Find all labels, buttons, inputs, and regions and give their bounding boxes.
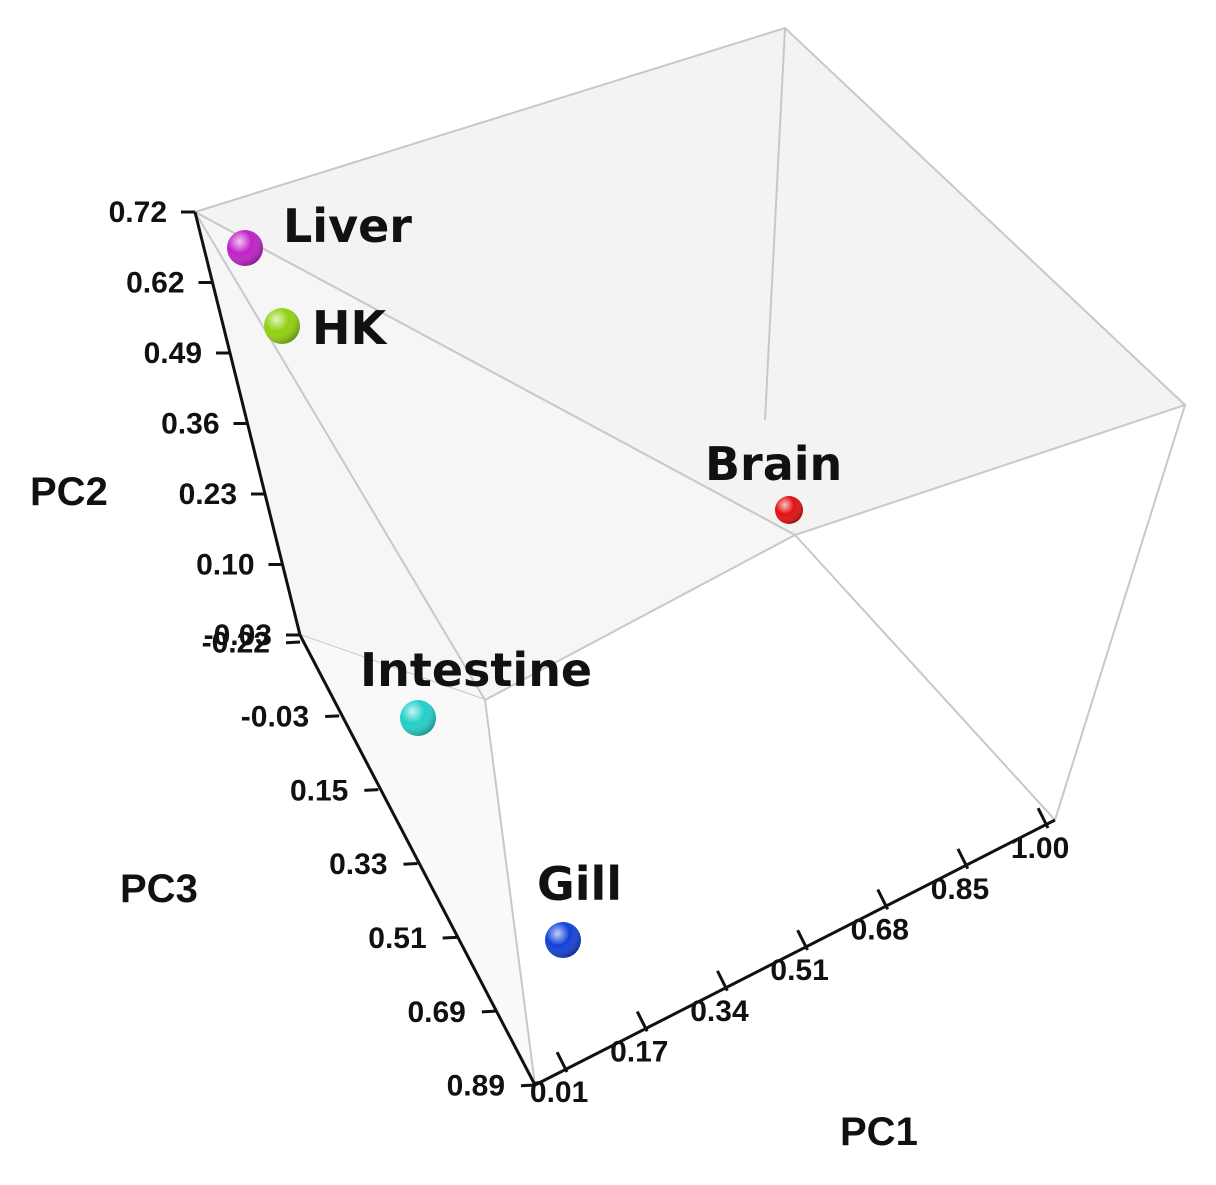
z-axis-tick <box>442 935 457 940</box>
point-gill: Gill <box>537 857 622 958</box>
plot-box <box>192 26 1187 1087</box>
x-axis-tick-label: 0.01 <box>530 1076 588 1109</box>
point-shading-hk <box>264 308 300 344</box>
z-axis-tick <box>520 1083 536 1088</box>
axis-ticks: -0.030.100.230.360.490.620.72-0.22-0.030… <box>109 196 1070 1109</box>
z-axis-title: PC3 <box>120 867 198 911</box>
y-axis-tick-label: 0.49 <box>144 337 202 370</box>
z-axis-line <box>298 634 537 1086</box>
x-axis-tick-label: 1.00 <box>1011 832 1069 865</box>
x-axis-tick <box>876 888 890 911</box>
z-axis-tick-label: 0.15 <box>290 774 348 807</box>
x-axis-tick-label: 0.51 <box>770 954 828 987</box>
x-axis-tick <box>716 970 729 992</box>
x-axis-tick-label: 0.17 <box>610 1036 668 1069</box>
point-brain: Brain <box>705 437 842 524</box>
box-edge <box>764 27 786 421</box>
z-axis-tick <box>481 1009 496 1014</box>
x-axis-tick-label: 0.34 <box>690 995 749 1028</box>
y-axis-tick-label: -0.03 <box>204 619 272 652</box>
x-axis-tick-label: 0.85 <box>931 873 989 906</box>
z-axis-tick <box>285 640 301 645</box>
point-label-intestine: Intestine <box>360 643 592 697</box>
x-axis-tick <box>555 1051 569 1073</box>
x-axis-tick <box>635 1010 649 1033</box>
z-axis-tick <box>364 788 379 792</box>
point-shading-gill <box>545 922 581 958</box>
point-liver: Liver <box>227 199 412 266</box>
x-axis-title: PC1 <box>840 1110 918 1154</box>
z-axis-tick <box>325 714 340 719</box>
point-intestine: Intestine <box>360 643 592 736</box>
x-axis-tick <box>796 929 809 951</box>
data-points: Liver HK Brain Intestine Gill <box>227 199 842 958</box>
point-label-gill: Gill <box>537 857 622 911</box>
x-axis-tick-label: 0.68 <box>851 914 909 947</box>
y-axis-tick-label: 0.36 <box>161 408 219 441</box>
y-axis-tick-label: 0.10 <box>196 549 254 582</box>
z-axis-tick-label: -0.22 <box>202 627 270 660</box>
z-axis-tick-label: 0.51 <box>368 922 426 955</box>
x-axis-tick <box>956 848 970 870</box>
z-axis-tick-label: -0.03 <box>241 701 309 734</box>
box-edge <box>484 699 536 1086</box>
box-edge <box>194 211 486 701</box>
point-label-hk: HK <box>312 301 388 355</box>
point-shading-liver <box>227 230 263 266</box>
x-axis-line <box>534 818 1056 1087</box>
y-axis-tick-label: 0.23 <box>179 478 237 511</box>
point-label-liver: Liver <box>283 199 412 253</box>
point-hk: HK <box>264 301 388 355</box>
z-axis-tick-label: 0.69 <box>407 996 465 1029</box>
z-axis-tick-label: 0.33 <box>329 848 387 881</box>
z-axis-tick <box>403 862 418 866</box>
box-edge <box>1054 404 1186 821</box>
x-axis-tick <box>1036 807 1050 829</box>
z-axis-tick-label: 0.89 <box>447 1070 505 1103</box>
y-axis-tick-label: 0.62 <box>126 267 184 300</box>
y-axis-title: PC2 <box>30 470 108 514</box>
point-shading-brain <box>775 496 803 524</box>
y-axis-tick-label: 0.72 <box>109 196 167 229</box>
point-label-brain: Brain <box>705 437 842 491</box>
box-edge <box>794 534 1056 821</box>
point-shading-intestine <box>400 700 436 736</box>
